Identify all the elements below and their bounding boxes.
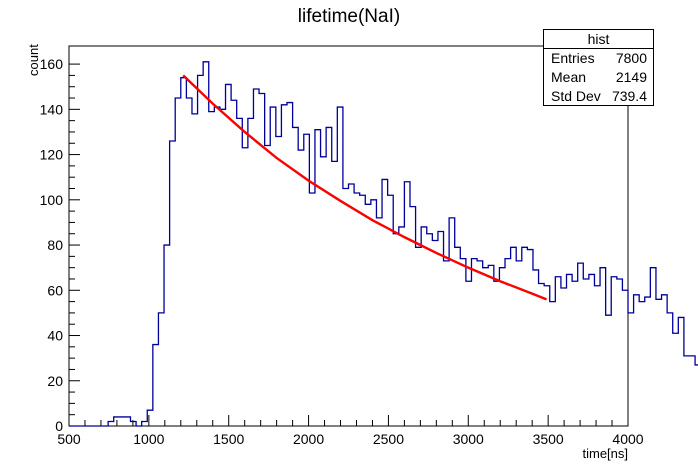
x-tick-label: 3500 bbox=[533, 431, 564, 447]
stats-row-entries: Entries 7800 bbox=[544, 49, 653, 68]
fit-curve bbox=[182, 74, 547, 301]
histogram-series bbox=[69, 61, 698, 427]
x-tick-label: 3000 bbox=[453, 431, 484, 447]
y-tick-label: 120 bbox=[40, 147, 64, 163]
stats-box-title: hist bbox=[544, 30, 653, 49]
x-tick-label: 500 bbox=[57, 431, 81, 447]
stats-box: hist Entries 7800 Mean 2149 Std Dev 739.… bbox=[543, 29, 654, 106]
chart-title: lifetime(NaI) bbox=[297, 6, 401, 27]
stats-row-mean: Mean 2149 bbox=[544, 68, 653, 87]
stats-label: Mean bbox=[551, 69, 587, 85]
x-tick-label: 1500 bbox=[213, 431, 244, 447]
stats-value: 7800 bbox=[615, 50, 647, 66]
x-axis-label: time[ns] bbox=[582, 446, 628, 461]
x-tick-label: 1000 bbox=[133, 431, 164, 447]
y-tick-label: 20 bbox=[47, 373, 63, 389]
y-tick-label: 160 bbox=[40, 56, 64, 72]
stats-value: 2149 bbox=[615, 69, 647, 85]
plot-frame bbox=[68, 45, 629, 427]
y-tick-label: 60 bbox=[47, 282, 63, 298]
y-tick-label: 100 bbox=[40, 192, 64, 208]
tick-labels: 500 1000 1500 2000 2500 3000 3500 4000 0 20 40 60 80… bbox=[40, 56, 644, 447]
y-tick-label: 40 bbox=[47, 328, 63, 344]
x-tick-label: 4000 bbox=[612, 431, 643, 447]
stats-label: Entries bbox=[551, 50, 595, 66]
stats-value: 739.4 bbox=[611, 88, 647, 104]
stats-label: Std Dev bbox=[551, 88, 601, 104]
y-tick-label: 140 bbox=[40, 101, 64, 117]
x-tick-label: 2000 bbox=[293, 431, 324, 447]
x-tick-label: 2500 bbox=[373, 431, 404, 447]
stats-row-stddev: Std Dev 739.4 bbox=[544, 87, 653, 106]
y-tick-label: 0 bbox=[55, 418, 63, 434]
y-axis-label: count bbox=[26, 44, 41, 76]
y-tick-label: 80 bbox=[47, 237, 63, 253]
